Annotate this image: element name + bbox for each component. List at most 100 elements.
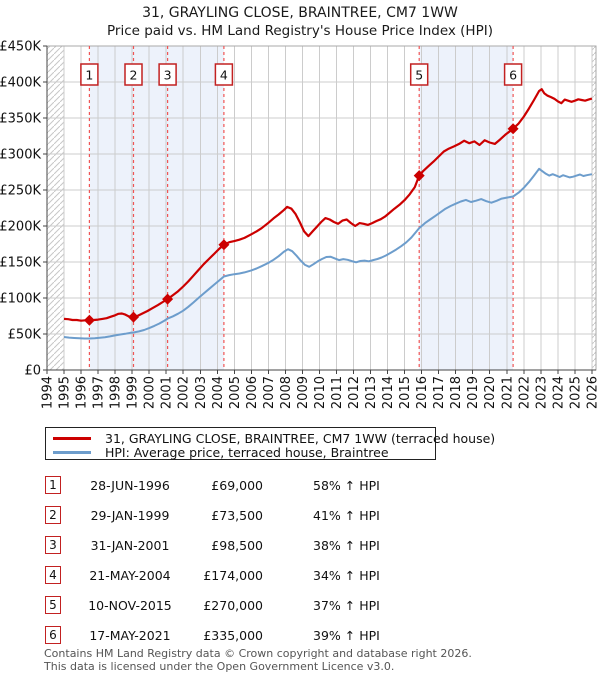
sale-vs-hpi: 58% ↑ HPI (313, 478, 380, 493)
x-tick-label: 1999 (126, 376, 141, 409)
sale-number-box: 6 (503, 63, 523, 86)
sales-table: 1 28-JUN-1996 £69,000 58% ↑ HPI 2 29-JAN-1999… (45, 476, 475, 656)
x-tick-label: 2007 (262, 376, 277, 409)
x-tick-label: 2024 (551, 376, 566, 409)
sale-row: 6 17-MAY-2021 £335,000 39% ↑ HPI (45, 626, 475, 656)
sale-vs-hpi: 41% ↑ HPI (313, 508, 380, 523)
sale-date: 17-MAY-2021 (89, 628, 171, 643)
legend-item-property: 31, GRAYLING CLOSE, BRAINTREE, CM7 1WW (… (46, 431, 495, 446)
x-tick-label: 2011 (330, 376, 345, 409)
x-tick-label: 1996 (75, 376, 90, 409)
sale-number-badge: 2 (45, 506, 61, 524)
y-tick-label: £250K (0, 184, 41, 199)
license-footer: Contains HM Land Registry data © Crown c… (44, 647, 584, 674)
blue-line-swatch (53, 450, 91, 454)
ownership-shaded-band (419, 46, 513, 370)
sale-number-badge: 5 (45, 596, 61, 614)
y-tick-label: £450K (0, 40, 41, 55)
footer-line-2: This data is licensed under the Open Gov… (44, 659, 395, 673)
sale-number-badge: 1 (45, 476, 61, 494)
svg-text:1: 1 (85, 68, 93, 83)
sale-row: 3 31-JAN-2001 £98,500 38% ↑ HPI (45, 536, 475, 566)
x-tick-label: 2009 (296, 376, 311, 409)
x-tick-label: 2025 (568, 376, 583, 409)
no-data-hatch-band (47, 46, 64, 370)
page-subtitle: Price paid vs. HM Land Registry's House … (107, 23, 493, 39)
svg-text:3: 3 (164, 68, 172, 83)
x-tick-label: 2017 (432, 376, 447, 409)
sale-number-box: 5 (409, 63, 429, 86)
sale-row: 1 28-JUN-1996 £69,000 58% ↑ HPI (45, 476, 475, 506)
x-tick-label: 2019 (466, 376, 481, 409)
x-tick-label: 2000 (143, 376, 158, 409)
x-tick-label: 2012 (347, 376, 362, 409)
sale-vs-hpi: 34% ↑ HPI (313, 568, 380, 583)
sale-marker-diamond (162, 293, 174, 305)
legend-label-hpi: HPI: Average price, terraced house, Brai… (105, 444, 389, 460)
x-tick-label: 2006 (245, 376, 260, 409)
no-data-hatch-band (591, 46, 596, 370)
x-tick-label: 2001 (160, 376, 175, 409)
x-tick-label: 2016 (415, 376, 430, 409)
svg-text:6: 6 (509, 68, 517, 83)
page-title: 31, GRAYLING CLOSE, BRAINTREE, CM7 1WW (142, 5, 458, 21)
sale-price: £335,000 (203, 628, 263, 643)
footer-line-1: Contains HM Land Registry data © Crown c… (44, 647, 472, 660)
y-tick-label: £50K (8, 328, 42, 343)
y-tick-label: £400K (0, 76, 41, 91)
y-tick-label: £150K (0, 256, 41, 271)
sale-number-badge: 6 (45, 626, 61, 644)
y-tick-label: £0 (24, 364, 41, 379)
sale-marker-diamond (218, 239, 230, 251)
x-tick-label: 2018 (449, 376, 464, 409)
sale-date: 10-NOV-2015 (88, 598, 172, 613)
sale-number-box: 2 (124, 63, 143, 86)
sale-marker-diamond (128, 311, 139, 323)
x-tick-label: 1998 (109, 376, 124, 409)
x-tick-label: 2020 (483, 376, 498, 409)
axis-ticks (43, 45, 596, 374)
x-tick-label: 1997 (92, 376, 107, 409)
sale-vs-hpi: 38% ↑ HPI (313, 538, 380, 553)
price-paid-line (63, 88, 593, 322)
legend-item-hpi: HPI: Average price, terraced house, Brai… (46, 444, 435, 460)
x-tick-label: 2021 (500, 376, 515, 409)
sale-date: 21-MAY-2004 (89, 568, 171, 583)
x-tick-label: 2003 (194, 376, 209, 409)
x-tick-label: 2023 (534, 376, 549, 409)
x-tick-label: 1994 (41, 376, 56, 409)
axis-labels: 1994 1995 1996 1997 1998 1999 2000 2001 2002 2003… (0, 40, 600, 410)
sale-price: £174,000 (203, 568, 263, 583)
svg-text:2: 2 (130, 68, 138, 83)
x-tick-label: 1995 (58, 376, 73, 409)
hpi-line (63, 167, 593, 340)
sale-number-badge: 3 (45, 536, 61, 554)
sale-vs-hpi: 37% ↑ HPI (313, 598, 380, 613)
sale-number-badge: 4 (45, 566, 61, 584)
x-tick-label: 2013 (364, 376, 379, 409)
sale-number-box: 1 (80, 63, 99, 86)
sale-row: 2 29-JAN-1999 £73,500 41% ↑ HPI (45, 506, 475, 536)
sale-vs-hpi: 39% ↑ HPI (313, 628, 380, 643)
sale-marker-diamond (507, 123, 519, 135)
grid-lines (46, 45, 596, 371)
ownership-shaded-band (89, 46, 224, 370)
sale-price: £73,500 (211, 508, 263, 523)
sale-date: 31-JAN-2001 (90, 538, 170, 553)
sale-marker-diamond (413, 170, 425, 182)
y-tick-label: £100K (0, 292, 41, 307)
sale-price: £270,000 (203, 598, 263, 613)
sale-date: 29-JAN-1999 (90, 508, 170, 523)
y-tick-label: £300K (0, 148, 41, 163)
y-tick-label: £200K (0, 220, 41, 235)
legend-label-property: 31, GRAYLING CLOSE, BRAINTREE, CM7 1WW (… (105, 430, 496, 446)
x-tick-label: 2015 (398, 376, 413, 409)
sale-row: 5 10-NOV-2015 £270,000 37% ↑ HPI (45, 596, 475, 626)
sale-price: £69,000 (211, 478, 263, 493)
sale-number-box: 4 (214, 63, 234, 86)
x-tick-label: 2008 (279, 376, 294, 409)
sale-number-box: 3 (158, 63, 177, 86)
sale-date: 28-JUN-1996 (90, 478, 170, 493)
x-tick-label: 2002 (177, 376, 192, 409)
